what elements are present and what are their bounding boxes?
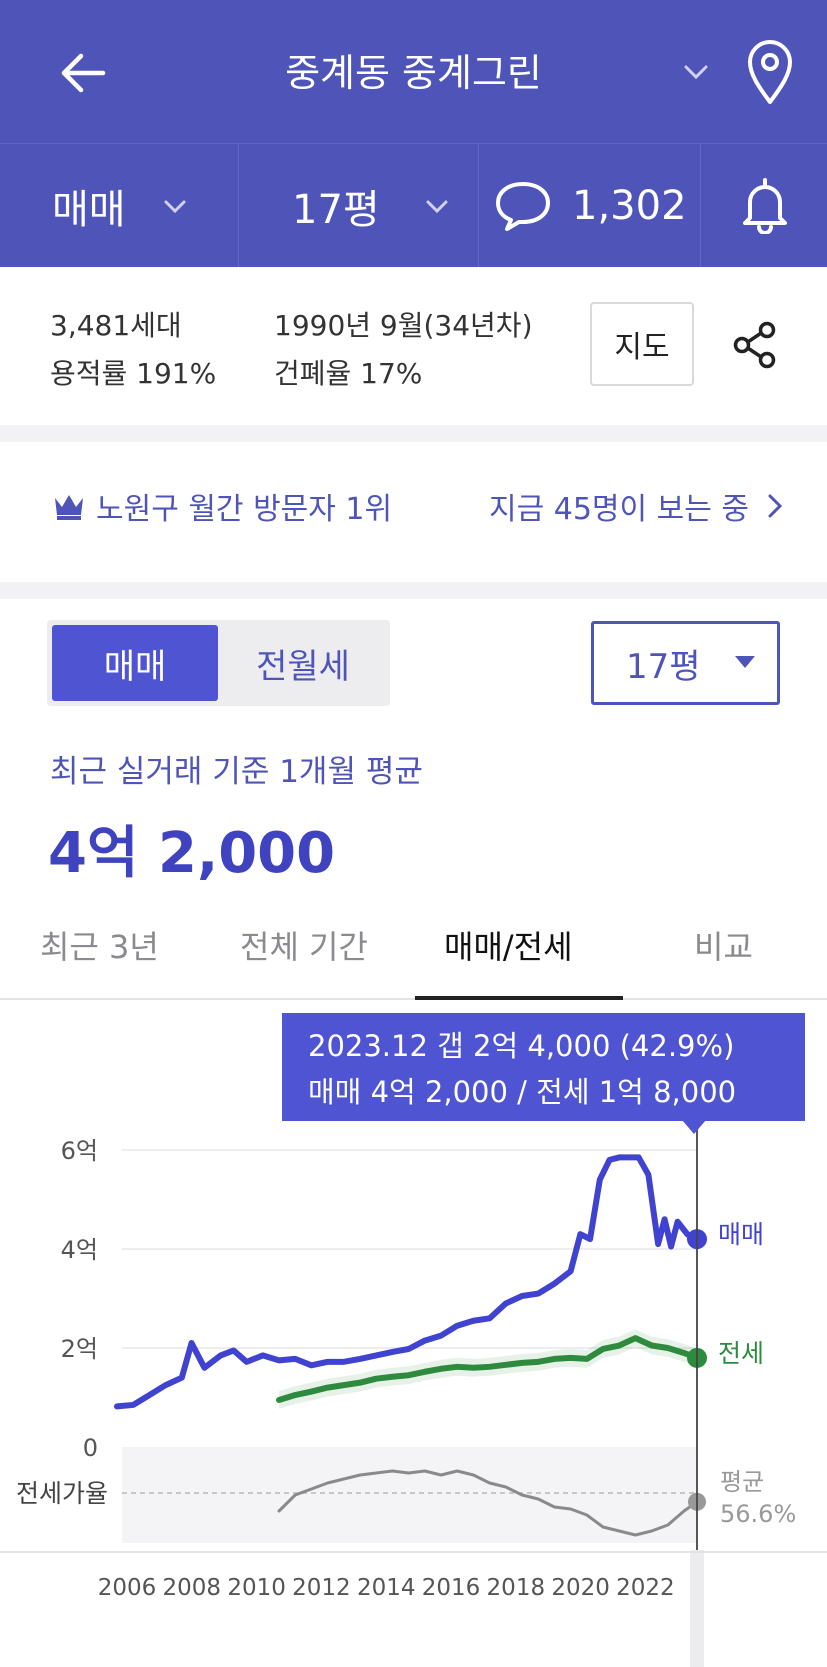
tab-recent-3y[interactable]: 최근 3년: [40, 928, 159, 966]
households: 3,481세대: [50, 309, 182, 342]
average-label: 평균: [720, 1468, 764, 1496]
x-tick-label: 2012: [292, 1575, 351, 1601]
series-line-전세가율: [277, 1469, 699, 1537]
scrub-handle[interactable]: [690, 1550, 704, 1667]
tab-sale-jeonse[interactable]: 매매/전세: [444, 928, 573, 966]
page-title[interactable]: 중계동 중계그린: [285, 51, 542, 95]
series-line-전세: [276, 1335, 700, 1403]
bell-icon[interactable]: [740, 174, 790, 234]
trade-segment-control: 매매 전월세: [47, 620, 390, 706]
chevron-right-icon: [768, 494, 783, 518]
filter-bar: 매매 17평 1,302: [0, 143, 827, 268]
y-tick-label: 2억: [61, 1335, 98, 1363]
jeonse-series-label: 전세: [718, 1339, 764, 1368]
divider: [238, 144, 239, 268]
x-tick-label: 2006: [98, 1575, 157, 1601]
comment-count: 1,302: [572, 183, 687, 229]
x-tick-label: 2022: [616, 1575, 675, 1601]
ratio-axis-label: 전세가율: [16, 1479, 108, 1508]
comments-button[interactable]: 1,302: [494, 144, 694, 268]
chevron-down-icon: [426, 200, 448, 214]
x-tick-label: 2008: [163, 1575, 222, 1601]
built-year: 1990년 9월(34년차): [274, 309, 533, 342]
complex-info: [0, 267, 827, 425]
size-select[interactable]: 17평: [591, 621, 780, 705]
series-line-매매: [114, 1154, 700, 1410]
trade-type-label: 매매: [52, 187, 126, 233]
viewers-text: 지금 45명이 보는 중: [489, 492, 749, 527]
x-tick-label: 2014: [357, 1575, 416, 1601]
recent-average-label: 최근 실거래 기준 1개월 평균: [50, 754, 423, 790]
y-tick-label: 0: [83, 1434, 98, 1462]
divider: [478, 144, 479, 268]
rank-info: 노원구 월간 방문자 1위: [52, 484, 392, 528]
period-tabs: 최근 3년 전체 기간 매매/전세 비교: [0, 900, 827, 1000]
rank-text: 노원구 월간 방문자 1위: [96, 492, 393, 527]
trade-type-dropdown[interactable]: 매매: [52, 144, 232, 268]
y-tick-label: 4억: [61, 1236, 98, 1264]
tab-compare[interactable]: 비교: [694, 928, 753, 966]
map-pin-icon[interactable]: [742, 36, 798, 106]
section-separator: [0, 582, 827, 599]
size-label: 17평: [292, 187, 380, 233]
viewers-link[interactable]: 지금 45명이 보는 중: [489, 484, 787, 528]
map-button[interactable]: 지도: [590, 302, 694, 386]
sale-series-label: 매매: [718, 1220, 764, 1249]
segment-rent[interactable]: 전월세: [256, 646, 350, 687]
x-tick-label: 2010: [227, 1575, 286, 1601]
share-icon[interactable]: [732, 320, 778, 370]
segment-sale[interactable]: 매매: [52, 625, 218, 701]
tooltip-arrow: [682, 1120, 706, 1134]
rank-banner[interactable]: [0, 442, 827, 582]
size-dropdown[interactable]: 17평: [292, 144, 462, 268]
x-tick-label: 2020: [551, 1575, 610, 1601]
app-header: 중계동 중계그린: [0, 0, 827, 143]
coverage-ratio: 건폐율 17%: [274, 357, 423, 390]
divider: [700, 144, 701, 268]
tooltip-gap: 2023.12 갭 2억 4,000 (42.9%): [308, 1029, 735, 1063]
crown-icon: [55, 495, 83, 520]
chart-tooltip: 2023.12 갭 2억 4,000 (42.9%) 매매 4억 2,000 /…: [282, 1013, 805, 1121]
x-tick-label: 2016: [422, 1575, 481, 1601]
tooltip-prices: 매매 4억 2,000 / 전세 1억 8,000: [308, 1075, 737, 1109]
y-tick-label: 6억: [61, 1137, 98, 1165]
comment-bubble-icon: [496, 182, 550, 231]
active-tab-indicator: [415, 996, 623, 1000]
average-value: 56.6%: [720, 1500, 796, 1528]
back-arrow-icon[interactable]: [55, 38, 125, 108]
floor-area-ratio: 용적률 191%: [50, 357, 217, 390]
size-select-label: 17평: [626, 646, 701, 687]
caret-down-icon: [735, 656, 755, 668]
x-tick-label: 2018: [487, 1575, 546, 1601]
average-price: 4억 2,000: [48, 821, 336, 886]
tab-all-period[interactable]: 전체 기간: [240, 928, 368, 966]
section-separator: [0, 425, 827, 442]
chevron-down-icon: [164, 200, 186, 214]
chevron-down-icon[interactable]: [680, 56, 712, 88]
